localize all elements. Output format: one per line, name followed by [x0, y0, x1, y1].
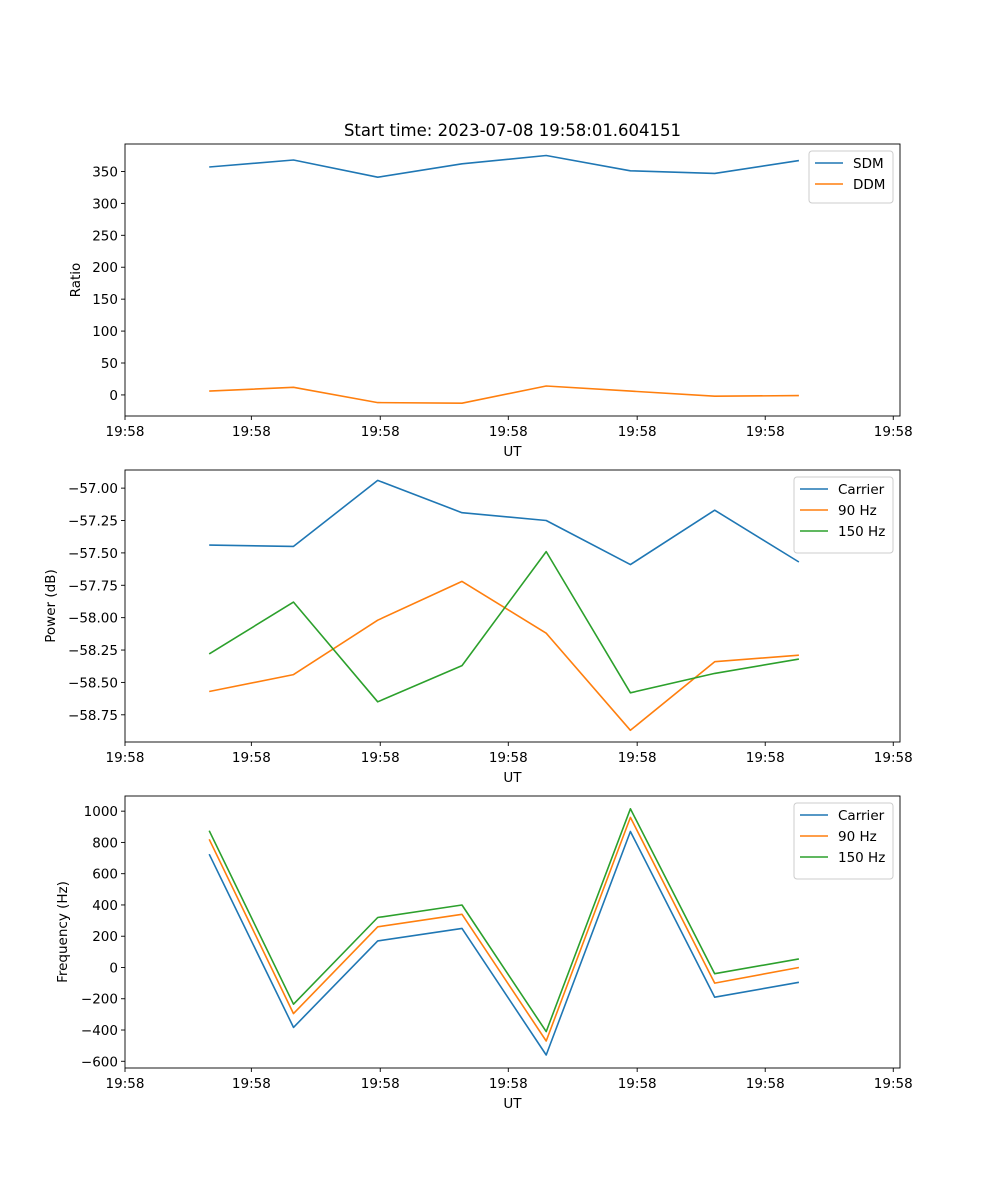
y-tick-label: 600 [92, 867, 118, 883]
y-tick-label: 200 [92, 929, 118, 945]
figure-title: Start time: 2023-07-08 19:58:01.604151 [344, 121, 681, 140]
y-axis-label: Ratio [68, 263, 84, 298]
legend-label-ddm: DDM [853, 177, 885, 193]
legend-box [808, 150, 894, 204]
series-line-ddm [209, 385, 799, 405]
y-tick-label: −600 [81, 1054, 118, 1070]
x-tick-label: 19:58 [232, 750, 271, 766]
x-tick-label: 19:58 [874, 1076, 913, 1092]
y-tick-label: 150 [92, 292, 118, 308]
y-tick-label: −57.75 [68, 578, 118, 594]
x-tick-label: 19:58 [106, 750, 145, 766]
x-tick-label: 19:58 [746, 424, 785, 440]
x-tick-label: 19:58 [489, 750, 528, 766]
series-line-150-hz [208, 550, 800, 703]
axes-frame [124, 143, 901, 417]
legend: Carrier 90 Hz 150 Hz [793, 476, 894, 554]
x-tick-label: 19:58 [106, 1076, 145, 1092]
legend-label-carrier: Carrier [838, 482, 885, 498]
x-tick-label: 19:58 [874, 750, 913, 766]
legend-label-150-hz: 150 Hz [838, 850, 885, 866]
x-tick-label: 19:58 [618, 1076, 657, 1092]
y-tick-label: −400 [81, 1023, 118, 1039]
legend-label-sdm: SDM [853, 156, 884, 172]
y-tick-label: 350 [92, 164, 118, 180]
x-tick-label: 19:58 [361, 424, 400, 440]
y-tick-label: 300 [92, 196, 118, 212]
y-tick-label: 1000 [84, 804, 118, 820]
legend: SDM DDM [808, 150, 894, 204]
legend-label-carrier: Carrier [838, 808, 885, 824]
subplot-ratio: 19:58 19:58 19:58 19:58 19:58 19:58 19:58 0 50 10… [68, 143, 913, 460]
legend-box [793, 802, 894, 880]
legend-label-150-hz: 150 Hz [838, 524, 885, 540]
y-tick-label: 250 [92, 228, 118, 244]
axes-frame [124, 469, 901, 743]
y-tick-label: 0 [109, 388, 118, 404]
y-tick-label: 800 [92, 835, 118, 851]
series-line-carrier [209, 479, 800, 566]
y-tick-label: −57.00 [68, 481, 118, 497]
x-tick-label: 19:58 [618, 424, 657, 440]
y-tick-label: −58.75 [68, 708, 118, 724]
y-tick-label: −58.50 [68, 675, 118, 691]
y-tick-label: −58.25 [68, 643, 118, 659]
x-tick-label: 19:58 [232, 424, 271, 440]
y-tick-label: 0 [109, 960, 118, 976]
x-axis-label: UT [503, 770, 522, 786]
legend-label-90-hz: 90 Hz [838, 503, 877, 519]
y-tick-label: −58.00 [68, 611, 118, 627]
x-tick-label: 19:58 [489, 1076, 528, 1092]
axes-frame [124, 795, 901, 1069]
x-tick-label: 19:58 [489, 424, 528, 440]
subplot-frequency: 19:58 19:58 19:58 19:58 19:58 19:58 19:58 −600 −… [55, 795, 913, 1112]
series-line-90-hz [208, 816, 800, 1042]
x-tick-label: 19:58 [361, 750, 400, 766]
y-tick-label: 50 [101, 356, 118, 372]
y-tick-label: 200 [92, 260, 118, 276]
series-line-150-hz [208, 807, 800, 1033]
legend: Carrier 90 Hz 150 Hz [793, 802, 894, 880]
legend-box [793, 476, 894, 554]
x-tick-label: 19:58 [746, 750, 785, 766]
x-tick-label: 19:58 [618, 750, 657, 766]
x-axis-label: UT [503, 1096, 522, 1112]
subplot-power: 19:58 19:58 19:58 19:58 19:58 19:58 19:58 −58.7… [43, 469, 913, 786]
y-axis-label: Power (dB) [43, 569, 59, 642]
x-axis-label: UT [503, 444, 522, 460]
series-line-carrier [208, 830, 800, 1056]
x-tick-label: 19:58 [361, 1076, 400, 1092]
y-tick-label: 100 [92, 324, 118, 340]
y-tick-label: −57.25 [68, 514, 118, 530]
x-tick-label: 19:58 [106, 424, 145, 440]
legend-label-90-hz: 90 Hz [838, 829, 877, 845]
y-tick-label: −57.50 [68, 546, 118, 562]
y-tick-label: 400 [92, 898, 118, 914]
series-line-sdm [209, 154, 800, 178]
y-tick-label: −200 [81, 992, 118, 1008]
x-tick-label: 19:58 [232, 1076, 271, 1092]
x-tick-label: 19:58 [746, 1076, 785, 1092]
y-axis-label: Frequency (Hz) [55, 881, 71, 983]
x-tick-label: 19:58 [874, 424, 913, 440]
